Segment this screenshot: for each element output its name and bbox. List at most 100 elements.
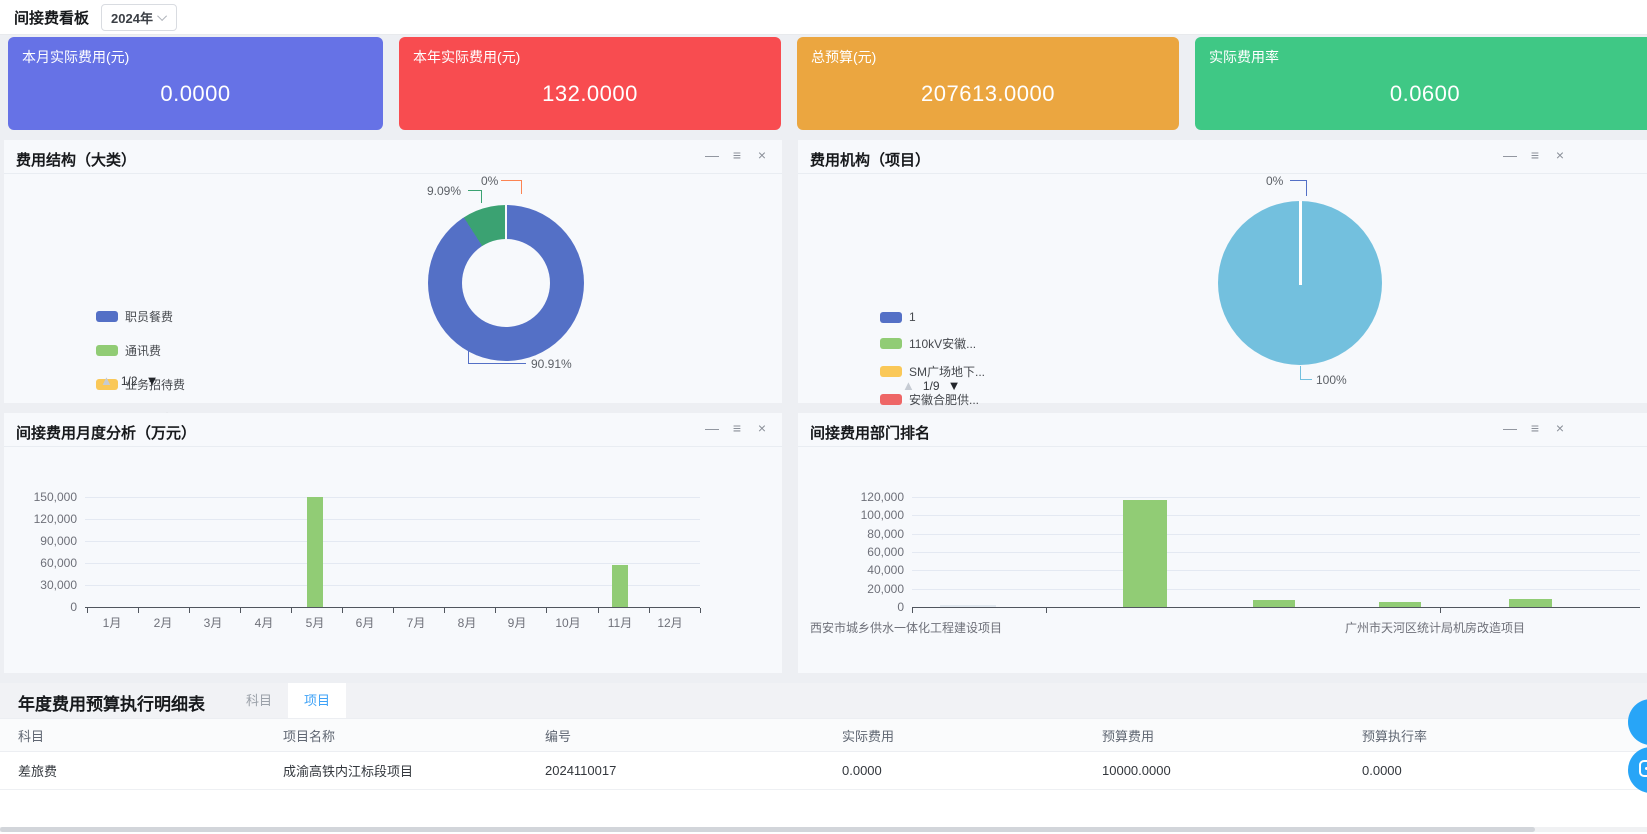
legend-pager: ▲ 1/2 ▼ [100, 373, 158, 388]
legend-item[interactable]: 职员餐费 [96, 308, 185, 325]
pie-label: 90.91% [531, 357, 572, 371]
table-header-cell: 项目名称 [283, 728, 336, 744]
ghost-bar [940, 605, 996, 607]
table-cell: 差旅费 [18, 764, 58, 779]
close-icon[interactable]: × [1555, 420, 1565, 436]
kpi-value: 207613.0000 [921, 81, 1055, 106]
kpi-value: 132.0000 [542, 81, 638, 106]
y-axis-tick-label: 60,000 [867, 545, 904, 559]
x-axis-category-label: 3月 [203, 616, 223, 630]
grid-line [912, 570, 1640, 572]
x-axis-category-label: 12月 [657, 616, 683, 630]
x-axis-tick [444, 608, 446, 613]
close-icon[interactable]: × [757, 420, 767, 436]
kpi-value: 0.0000 [160, 81, 231, 106]
chat-assistant-button[interactable] [1628, 747, 1647, 793]
x-axis-tick [342, 608, 344, 613]
legend-item[interactable]: 通讯费 [96, 342, 185, 359]
y-axis-tick-label: 20,000 [867, 581, 904, 596]
legend-swatch [880, 338, 902, 349]
tab-project[interactable]: 项目 [288, 683, 346, 718]
kpi-label: 实际费用率 [1209, 49, 1279, 65]
grid-line [912, 552, 1640, 553]
menu-icon[interactable]: ≡ [732, 147, 742, 163]
y-axis-tick-label: 0 [70, 600, 77, 614]
grid-line [85, 541, 700, 542]
y-axis-tick-label: 150,000 [33, 490, 77, 504]
legend-page-up-icon[interactable]: ▲ [100, 373, 113, 388]
menu-icon[interactable]: ≡ [1530, 420, 1540, 436]
panel-expense-structure: 费用结构（大类） — ≡ × 职员餐费通讯费业务招待费人员工资福利费工程保险费消… [4, 140, 782, 528]
x-axis-category-label: 8月 [457, 616, 477, 630]
pie-slice-gap [1299, 201, 1302, 285]
x-axis-tick [912, 608, 913, 613]
kpi-card-year-actual: 本年实际费用(元) 132.0000 [399, 37, 781, 130]
minimize-icon[interactable]: — [705, 147, 719, 163]
divider [798, 173, 1647, 174]
table-cell: 0.0000 [1362, 763, 1402, 778]
x-axis-category-label: 5月 [305, 616, 325, 630]
minimize-icon[interactable]: — [1503, 147, 1517, 163]
y-axis-tick-label: 120,000 [860, 490, 904, 504]
table-header-cell: 预算费用 [1102, 728, 1155, 744]
table-cell: 0.0000 [842, 763, 882, 778]
legend-item[interactable]: 110kV安徽... [880, 335, 985, 352]
divider [4, 446, 782, 447]
legend-page-down-icon[interactable]: ▼ [947, 378, 961, 393]
horizontal-scrollbar[interactable] [0, 827, 1647, 832]
floating-action-button[interactable] [1628, 699, 1647, 745]
y-axis-tick-label: 30,000 [40, 578, 77, 592]
minimize-icon[interactable]: — [1503, 420, 1517, 436]
x-axis-category-label: 10月 [555, 616, 581, 630]
bar [1508, 599, 1552, 607]
legend-item[interactable]: 业务招待费 [96, 376, 185, 393]
kpi-card-month-actual: 本月实际费用(元) 0.0000 [8, 37, 383, 130]
x-axis-tick [87, 608, 88, 613]
panel-title: 间接费用部门排名 [810, 425, 931, 442]
x-axis-tick [240, 608, 242, 613]
legend-pager: ▲ 1/9 ▼ [902, 378, 960, 393]
legend-page-indicator: 1/9 [922, 378, 940, 393]
chat-robot-icon [1639, 760, 1647, 777]
legend-item[interactable]: SM广场地下... [880, 363, 985, 380]
legend-item[interactable]: 安徽合肥供... [880, 391, 985, 408]
panel-window-controls: — ≡ × [704, 419, 770, 437]
year-selector[interactable]: 2024年 [101, 3, 178, 31]
y-axis-tick-label: 0 [897, 600, 904, 614]
legend-page-up-icon[interactable]: ▲ [902, 378, 915, 393]
legend-label: SM广场地下... [909, 365, 986, 379]
x-axis-tick [1440, 608, 1441, 613]
table-header-cell: 实际费用 [842, 728, 895, 744]
legend-label: 1 [909, 310, 916, 324]
kpi-card-total-budget: 总预算(元) 207613.0000 [797, 37, 1179, 130]
panel-title: 费用机构（项目） [810, 152, 931, 169]
legend-page-down-icon[interactable]: ▼ [145, 373, 159, 388]
menu-icon[interactable]: ≡ [1530, 147, 1540, 163]
leader-line [468, 190, 481, 191]
panel-dept-ranking: 间接费用部门排名 — ≡ × 0 20,000 40,000 60,000 80,000… [798, 413, 1647, 673]
scrollbar-thumb[interactable] [0, 827, 1535, 832]
minimize-icon[interactable]: — [705, 420, 719, 436]
panel-window-controls: — ≡ × [704, 146, 770, 164]
table-row: 差旅费 成渝高铁内江标段项目 2024110017 0.0000 10000.0000 0… [0, 752, 1647, 790]
legend-item[interactable]: 1 [880, 310, 985, 324]
y-axis-tick-label: 60,000 [40, 556, 77, 570]
bar [1123, 499, 1167, 607]
legend-swatch [96, 345, 118, 356]
x-axis-line [85, 607, 700, 608]
panel-monthly-analysis: 间接费用月度分析（万元） — ≡ × 0 30,000 60,000 90,000 12… [4, 413, 782, 673]
close-icon[interactable]: × [1555, 147, 1565, 163]
legend-label: 职员餐费 [125, 310, 174, 324]
leader-line [1290, 180, 1306, 181]
legend-swatch [880, 394, 902, 405]
leader-line [501, 180, 521, 181]
grid-line [912, 588, 1640, 590]
x-axis-category-label: 2月 [153, 616, 173, 630]
x-axis-category-label: 6月 [355, 616, 375, 630]
pie-label: 0% [1266, 174, 1284, 188]
close-icon[interactable]: × [757, 147, 767, 163]
menu-icon[interactable]: ≡ [732, 420, 742, 436]
tab-subject[interactable]: 科目 [245, 693, 272, 708]
x-axis-tick [1046, 608, 1047, 613]
legend-page-indicator: 1/2 [120, 373, 138, 388]
